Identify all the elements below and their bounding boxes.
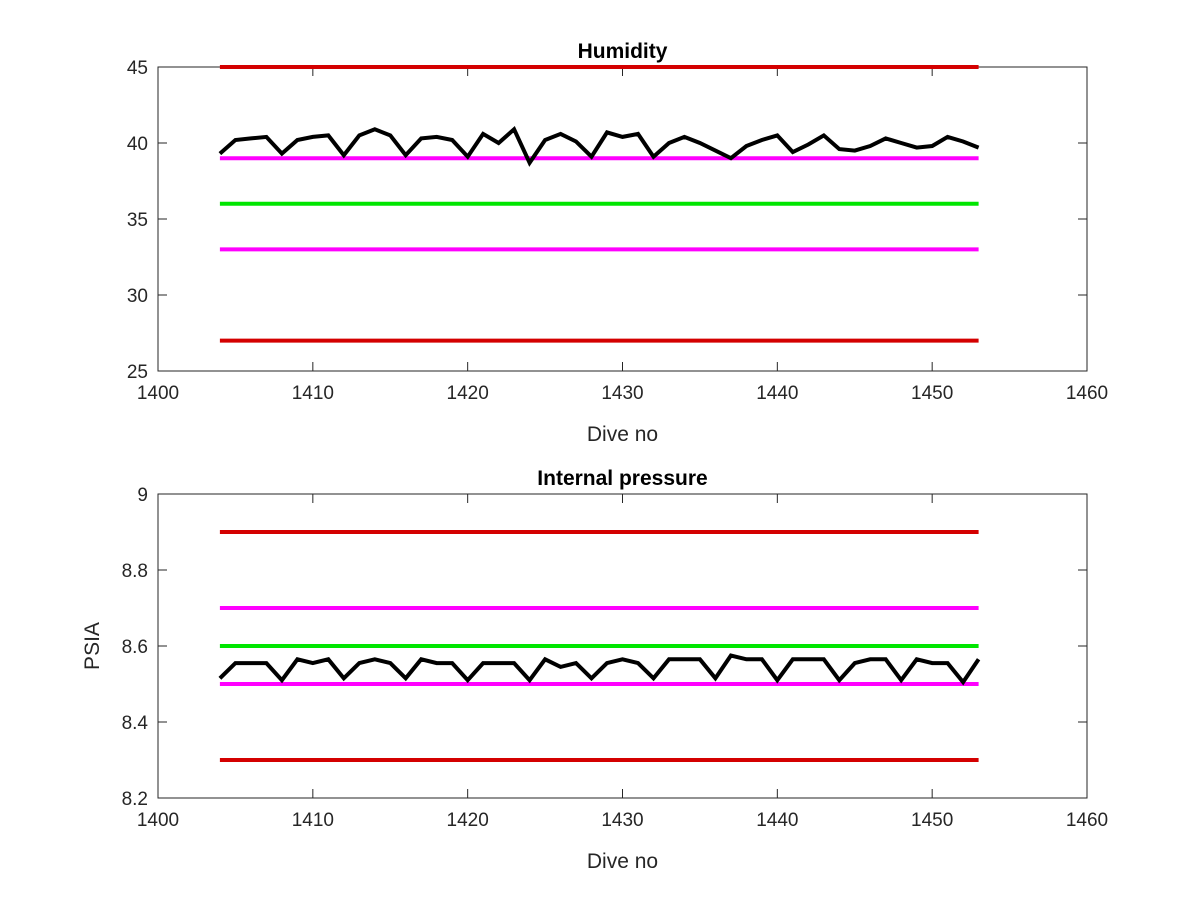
- y-tick-label: 40: [127, 134, 148, 155]
- x-axis-label: Dive no: [587, 850, 658, 873]
- x-tick-label: 1460: [1066, 810, 1108, 831]
- y-axis-label: PSIA: [81, 622, 104, 670]
- axes-2: 1400 1410 1420 1430 1440 1450 1460 8.2 8.4 8.6 8.8…: [81, 467, 1108, 873]
- x-tick-label: 1400: [137, 383, 179, 404]
- chart-title: Humidity: [578, 40, 668, 63]
- x-tick-label: 1430: [601, 810, 643, 831]
- x-tick-label: 1410: [292, 383, 334, 404]
- axes-1: 1400 1410 1420 1430 1440 1450 1460 25 30 35 40 45 Hu…: [127, 40, 1108, 446]
- x-tick-label: 1450: [911, 383, 953, 404]
- x-tick-label: 1440: [756, 383, 798, 404]
- x-tick-label: 1420: [447, 810, 489, 831]
- y-tick-label: 8.2: [122, 789, 148, 810]
- y-tick-label: 8.8: [122, 561, 148, 582]
- data-series-line: [218, 653, 981, 686]
- x-tick-label: 1400: [137, 810, 179, 831]
- chart-title: Internal pressure: [537, 467, 707, 490]
- x-tick-label: 1420: [447, 383, 489, 404]
- y-tick-label: 25: [127, 362, 148, 383]
- axes-frame: [157, 66, 1088, 372]
- y-tick-label: 30: [127, 286, 148, 307]
- y-tick-label: 9: [137, 485, 148, 506]
- y-tick-label: 45: [127, 58, 148, 79]
- x-tick-label: 1410: [292, 810, 334, 831]
- y-tick-label: 8.4: [122, 713, 149, 734]
- x-tick-label: 1450: [911, 810, 953, 831]
- x-tick-label: 1440: [756, 810, 798, 831]
- x-tick-label: 1430: [601, 383, 643, 404]
- data-series-line: [218, 126, 980, 167]
- x-axis-label: Dive no: [587, 423, 658, 446]
- y-tick-label: 35: [127, 210, 148, 231]
- y-tick-label: 8.6: [122, 637, 148, 658]
- x-tick-label: 1460: [1066, 383, 1108, 404]
